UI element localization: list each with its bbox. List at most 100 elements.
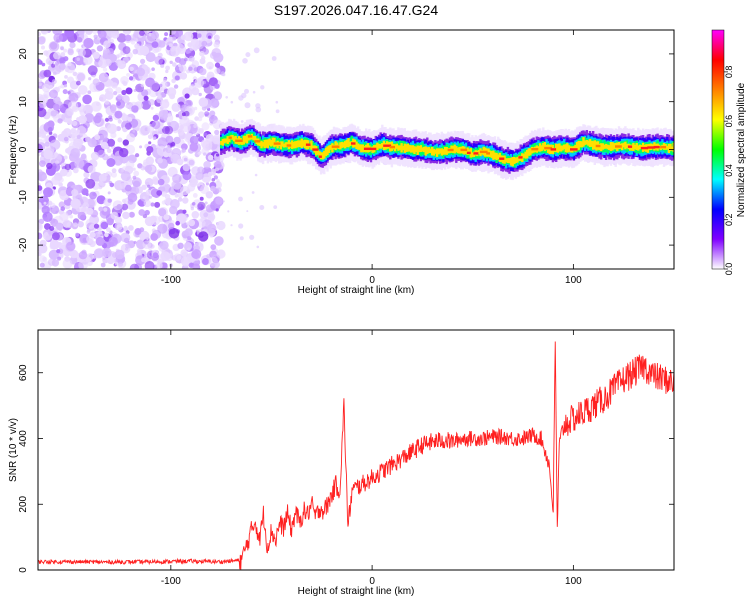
noise-blob bbox=[242, 58, 248, 64]
noise-blob bbox=[91, 101, 102, 112]
noise-blob bbox=[148, 141, 152, 145]
ridge-cell bbox=[609, 142, 613, 151]
ridge-cell bbox=[471, 152, 474, 158]
noise-blob bbox=[204, 111, 210, 117]
ridge-peak bbox=[653, 145, 660, 149]
ridge-peak bbox=[660, 145, 667, 149]
noise-blob bbox=[149, 81, 160, 92]
noise-blob bbox=[120, 171, 131, 182]
ridge-cell bbox=[587, 140, 590, 146]
ridge-cell bbox=[434, 149, 437, 154]
noise-blob bbox=[169, 60, 173, 64]
noise-blob bbox=[38, 107, 47, 118]
ridge-cell bbox=[358, 144, 361, 150]
noise-blob bbox=[38, 152, 41, 157]
noise-blob bbox=[161, 200, 166, 205]
ridge-cell bbox=[432, 148, 435, 156]
noise-blob bbox=[112, 200, 123, 211]
noise-blob bbox=[145, 189, 152, 196]
noise-blob bbox=[199, 50, 205, 57]
ridge-peak bbox=[640, 146, 649, 150]
ridge-cell bbox=[582, 137, 585, 147]
noise-blob bbox=[222, 73, 226, 77]
ridge-cell bbox=[327, 145, 331, 153]
noise-blob bbox=[56, 249, 61, 254]
noise-blob bbox=[255, 103, 261, 109]
noise-blob bbox=[214, 129, 220, 135]
noise-blob bbox=[48, 231, 53, 236]
ridge-cell bbox=[455, 146, 458, 153]
noise-blob bbox=[106, 217, 114, 226]
noise-blob bbox=[182, 197, 189, 204]
ridge-cell bbox=[318, 151, 321, 158]
noise-blob bbox=[60, 46, 64, 51]
noise-blob bbox=[184, 93, 190, 99]
ridge-cell bbox=[342, 142, 345, 148]
noise-blob bbox=[41, 62, 46, 67]
noise-blob bbox=[196, 218, 206, 228]
ridge-cell bbox=[302, 140, 305, 147]
x-tick-label: 100 bbox=[565, 576, 582, 587]
noise-blob bbox=[171, 78, 176, 84]
ridge-cell bbox=[563, 144, 566, 150]
ridge-cell bbox=[526, 149, 529, 159]
noise-blob bbox=[69, 249, 79, 259]
ridge-cell bbox=[548, 144, 551, 155]
noise-blob bbox=[99, 94, 107, 102]
ridge-cell bbox=[241, 140, 244, 145]
noise-blob bbox=[174, 193, 179, 198]
noise-blob bbox=[260, 85, 265, 90]
noise-blob bbox=[92, 74, 96, 78]
noise-blob bbox=[120, 232, 131, 243]
noise-blob bbox=[121, 89, 127, 96]
ridge-peak bbox=[460, 148, 468, 152]
noise-blob bbox=[108, 38, 115, 44]
ridge-peak bbox=[627, 145, 633, 148]
noise-blob bbox=[70, 148, 81, 159]
noise-blob bbox=[191, 202, 196, 206]
ridge-cell bbox=[292, 141, 295, 149]
noise-blob bbox=[197, 166, 205, 174]
noise-blob bbox=[38, 251, 42, 257]
noise-blob bbox=[213, 138, 219, 145]
ridge-peak bbox=[247, 135, 253, 138]
noise-blob bbox=[44, 141, 50, 147]
noise-blob bbox=[164, 194, 171, 200]
noise-blob bbox=[177, 197, 183, 202]
noise-blob bbox=[121, 203, 129, 211]
ridge-peak bbox=[550, 148, 557, 151]
noise-blob bbox=[136, 67, 146, 77]
ridge-cell bbox=[490, 151, 493, 158]
noise-blob bbox=[66, 241, 76, 251]
noise-blob bbox=[144, 216, 155, 227]
ridge-cell bbox=[440, 148, 443, 156]
ridge-cell bbox=[339, 142, 342, 150]
noise-blob bbox=[256, 245, 260, 249]
noise-blob bbox=[139, 45, 150, 56]
noise-blob bbox=[207, 171, 213, 177]
noise-blob bbox=[197, 33, 202, 38]
snr-ylabel: SNR (10 * v/v) bbox=[8, 418, 19, 482]
noise-blob bbox=[213, 34, 220, 41]
ridge-cell bbox=[311, 145, 315, 151]
noise-blob bbox=[39, 239, 47, 247]
noise-blob bbox=[244, 102, 251, 109]
ridge-cell bbox=[608, 145, 611, 150]
noise-blob bbox=[259, 205, 265, 210]
noise-blob bbox=[157, 137, 168, 148]
noise-blob bbox=[192, 263, 201, 269]
noise-blob bbox=[87, 228, 91, 233]
ridge-cell bbox=[220, 140, 223, 145]
noise-blob bbox=[75, 71, 86, 83]
ridge-cell bbox=[281, 141, 284, 147]
ridge-cell bbox=[402, 145, 405, 151]
noise-blob bbox=[216, 187, 222, 193]
noise-blob bbox=[59, 57, 66, 65]
noise-blob bbox=[128, 211, 135, 218]
noise-blob bbox=[107, 191, 111, 195]
ridge-cell bbox=[592, 141, 595, 150]
ridge-cell bbox=[424, 146, 427, 156]
noise-blob bbox=[87, 65, 98, 76]
colorbar-tick-label: 0.0 bbox=[724, 263, 734, 276]
